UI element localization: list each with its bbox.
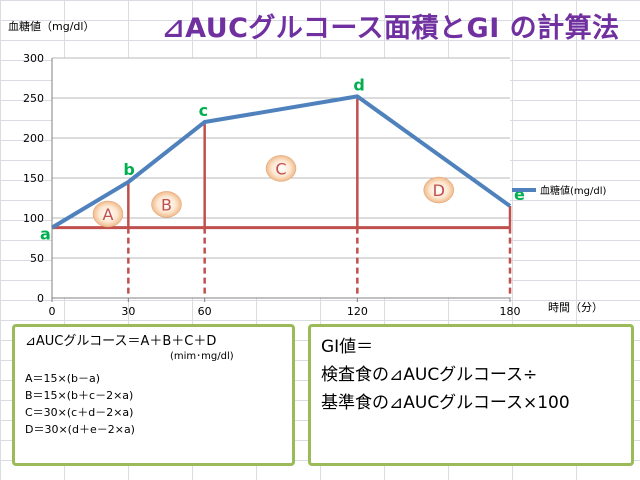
y-tick-label: 0 <box>37 292 44 305</box>
series-line-glucose <box>50 94 512 230</box>
gi-line-1: GI値＝ <box>321 337 374 357</box>
auc-formula-heading: ⊿AUCグルコース＝A＋B＋C＋D <box>25 334 217 349</box>
y-tick-label: 250 <box>23 92 44 105</box>
area-bubble-A <box>92 200 124 228</box>
y-tick-label: 300 <box>23 52 44 65</box>
y-tick-label: 150 <box>23 172 44 185</box>
point-label-e: e <box>514 185 525 204</box>
y-tick-label: 100 <box>23 212 44 225</box>
y-tick-label: 200 <box>23 132 44 145</box>
auc-formula-unit: (mim･mg/dl) <box>170 351 234 362</box>
x-tick-label: 30 <box>121 305 135 318</box>
point-label-d: d <box>353 75 364 94</box>
page-title: ⊿AUCグルコース面積とGI の計算法 <box>162 13 620 44</box>
x-axis-label: 時間（分） <box>548 301 603 314</box>
area-bubble-C <box>265 155 297 182</box>
x-tick-label: 0 <box>49 305 56 318</box>
x-tick-label: 180 <box>500 305 521 318</box>
gi-formula-box: GI値＝ 検査食の⊿AUCグルコース÷ 基準食の⊿AUCグルコース×100 <box>308 324 634 466</box>
auc-formula-box: ⊿AUCグルコース＝A＋B＋C＋D (mim･mg/dl) A＝15×(b－a)… <box>12 324 295 466</box>
formula-line-a: A＝15×(b－a) <box>25 372 101 385</box>
area-bubble-B <box>151 191 182 218</box>
formula-line-d: D＝30×(d＋e－2×a) <box>25 423 135 436</box>
point-label-a: a <box>40 225 51 244</box>
area-bubble-D <box>423 176 455 204</box>
y-axis-label: 血糖値（mg/dl） <box>8 19 94 33</box>
area-label-A: A <box>103 205 114 224</box>
gi-line-2: 検査食の⊿AUCグルコース÷ <box>321 365 538 385</box>
area-label-C: C <box>275 159 286 178</box>
legend-label: 血糖値(mg/dl) <box>540 184 606 197</box>
x-tick-label: 120 <box>347 305 368 318</box>
formula-line-c: C＝30×(c＋d－2×a) <box>25 406 134 419</box>
x-tick-label: 60 <box>198 305 212 318</box>
point-label-b: b <box>123 160 134 179</box>
point-label-c: c <box>199 101 208 120</box>
y-tick-label: 50 <box>30 252 44 265</box>
area-label-D: D <box>433 181 445 200</box>
gi-line-3: 基準食の⊿AUCグルコース×100 <box>321 393 570 413</box>
area-label-B: B <box>161 195 172 214</box>
formula-line-b: B＝15×(b＋c－2×a) <box>25 389 134 402</box>
